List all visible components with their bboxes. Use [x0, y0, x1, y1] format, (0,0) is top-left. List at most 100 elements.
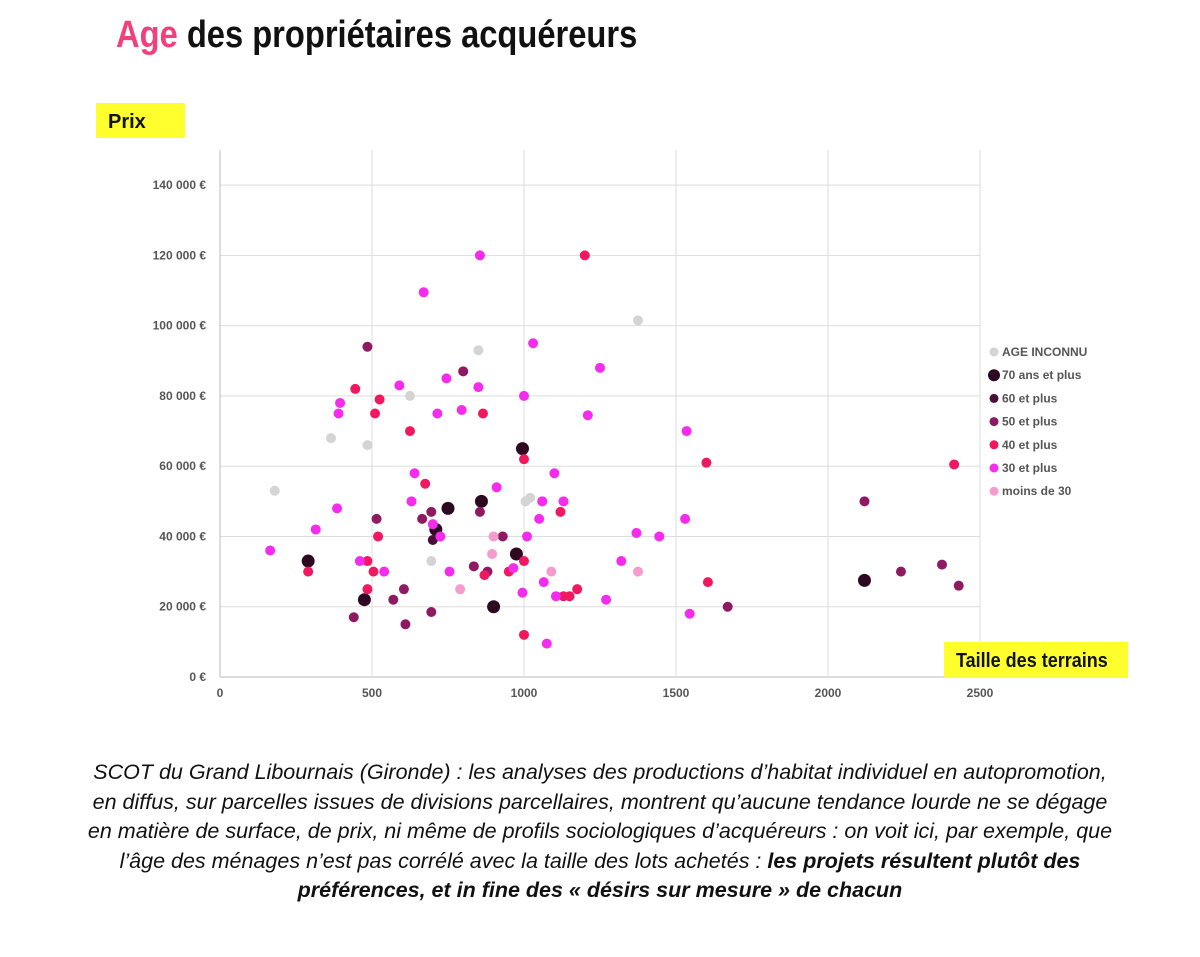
- legend-marker: [989, 486, 999, 496]
- data-point: [633, 315, 643, 326]
- x-axis-label-tag: Taille des terrains: [944, 642, 1128, 678]
- chart-grid: [219, 150, 981, 678]
- data-point: [684, 608, 695, 619]
- data-point: [701, 457, 712, 468]
- data-point: [937, 559, 947, 570]
- chart-title-highlight: Age: [116, 14, 178, 56]
- data-point: [564, 591, 575, 602]
- data-point: [519, 454, 529, 465]
- legend-marker: [989, 463, 999, 473]
- data-point: [479, 570, 490, 581]
- data-point: [371, 513, 382, 524]
- data-point: [595, 362, 605, 373]
- legend-label: 40 et plus: [1002, 438, 1058, 452]
- chart-title: Age des propriétaires acquéreurs: [116, 14, 637, 57]
- data-point: [455, 584, 466, 595]
- x-tick-label: 1000: [511, 686, 538, 700]
- y-tick-label: 40 000 €: [159, 529, 206, 543]
- data-point: [394, 380, 405, 391]
- data-point: [633, 566, 643, 577]
- chart-title-rest: des propriétaires acquéreurs: [186, 14, 638, 56]
- data-point: [357, 593, 371, 607]
- data-point: [426, 556, 437, 567]
- data-point: [550, 591, 561, 602]
- data-point: [541, 638, 552, 649]
- data-point: [458, 366, 469, 377]
- y-axis-ticks: 0 € 20 000 € 40 000 € 60 000 € 80 000 € 100 0…: [153, 178, 207, 684]
- chart-legend: AGE INCONNU 70 ans et plus 60 et plus 50 et…: [988, 345, 1087, 498]
- data-point: [333, 408, 344, 419]
- data-point: [555, 506, 566, 517]
- data-point: [631, 527, 642, 538]
- y-tick-label: 140 000 €: [153, 178, 207, 192]
- data-point: [325, 433, 336, 444]
- data-point: [370, 408, 381, 419]
- data-point: [517, 587, 528, 598]
- legend-label: 30 et plus: [1002, 461, 1058, 475]
- data-points: [265, 250, 964, 649]
- data-point: [857, 573, 871, 587]
- data-point: [519, 629, 529, 640]
- x-tick-label: 2000: [815, 686, 842, 700]
- data-point: [374, 394, 385, 405]
- y-axis-label-tag: Prix: [96, 103, 185, 138]
- data-point: [616, 556, 627, 567]
- data-point: [409, 468, 420, 479]
- x-tick-label: 1500: [663, 686, 690, 700]
- scatter-chart: 0 € 20 000 € 40 000 € 60 000 € 80 000 € 100 0…: [153, 150, 1087, 700]
- data-point: [508, 563, 519, 574]
- data-point: [582, 410, 593, 421]
- data-point: [528, 338, 539, 349]
- data-point: [335, 397, 346, 408]
- legend-marker: [989, 347, 999, 357]
- data-point: [426, 607, 437, 618]
- y-tick-label: 20 000 €: [159, 600, 206, 614]
- legend-marker: [989, 440, 999, 450]
- data-point: [362, 556, 373, 567]
- y-tick-label: 100 000 €: [153, 319, 207, 333]
- data-point: [398, 584, 409, 595]
- data-point: [579, 250, 590, 261]
- x-tick-label: 2500: [967, 686, 994, 700]
- data-point: [474, 250, 485, 261]
- legend-label: AGE INCONNU: [1002, 345, 1087, 359]
- data-point: [859, 496, 870, 507]
- data-point: [488, 531, 499, 542]
- data-point: [474, 506, 485, 517]
- data-point: [301, 554, 315, 568]
- data-point: [405, 426, 415, 437]
- data-point: [444, 566, 455, 577]
- data-point: [362, 440, 373, 451]
- data-point: [601, 594, 612, 605]
- data-point: [515, 442, 529, 456]
- data-point: [417, 513, 428, 524]
- data-point: [269, 485, 280, 496]
- legend-marker: [988, 369, 1000, 382]
- data-point: [487, 600, 501, 614]
- legend-label: 60 et plus: [1002, 391, 1058, 405]
- data-point: [509, 547, 523, 561]
- data-point: [441, 501, 455, 515]
- data-point: [487, 549, 498, 560]
- data-point: [702, 577, 713, 588]
- data-point: [400, 619, 411, 630]
- data-point: [949, 459, 960, 470]
- data-point: [680, 513, 691, 524]
- data-point: [427, 534, 438, 545]
- data-point: [373, 531, 384, 542]
- x-axis-label: Taille des terrains: [956, 650, 1108, 672]
- data-point: [474, 494, 488, 508]
- y-tick-label: 0 €: [189, 670, 206, 684]
- y-tick-label: 80 000 €: [159, 389, 206, 403]
- data-point: [558, 496, 569, 507]
- data-point: [468, 561, 479, 572]
- data-point: [519, 390, 529, 401]
- data-point: [350, 383, 361, 394]
- y-axis-label: Prix: [108, 111, 146, 133]
- data-point: [441, 373, 452, 384]
- data-point: [525, 492, 536, 503]
- x-axis-ticks: 0 500 1000 1500 2000 2500: [217, 686, 994, 700]
- data-point: [265, 545, 276, 556]
- x-tick-label: 0: [217, 686, 224, 700]
- data-point: [405, 390, 415, 401]
